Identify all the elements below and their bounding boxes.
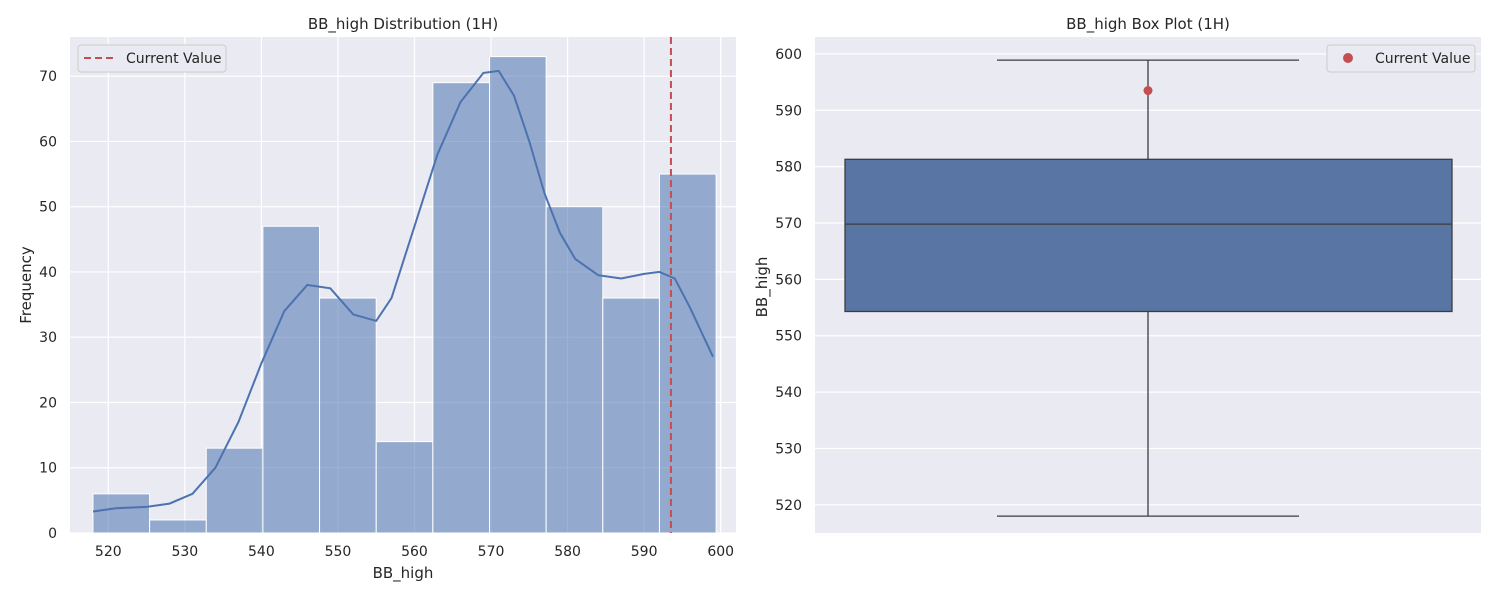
y-tick-label: 70 — [39, 69, 57, 85]
histogram-legend-label: Current Value — [126, 51, 221, 67]
kde-curve — [92, 69, 714, 513]
histogram-bar — [432, 82, 491, 534]
histogram-bar — [262, 225, 321, 534]
histogram-bar — [319, 297, 377, 534]
histogram-bar — [545, 206, 604, 534]
histogram-bar — [375, 441, 434, 534]
boxplot-elements — [844, 59, 1453, 517]
histogram-bar — [602, 297, 660, 534]
y-tick-label: 530 — [775, 441, 802, 457]
x-tick-label: 600 — [707, 544, 734, 560]
histogram-bar — [92, 493, 151, 534]
current-value-point — [1143, 86, 1153, 96]
y-tick-label: 60 — [39, 134, 57, 150]
histogram-x-label: BB_high — [373, 564, 434, 583]
x-tick-label: 590 — [631, 544, 658, 560]
legend-dot-icon — [1343, 53, 1353, 63]
x-tick-label: 580 — [554, 544, 581, 560]
y-tick-label: 560 — [775, 272, 802, 288]
y-tick-label: 0 — [48, 526, 57, 542]
y-tick-label: 600 — [775, 47, 802, 63]
histogram-legend-box — [77, 44, 227, 73]
boxplot-legend-label: Current Value — [1375, 51, 1470, 67]
x-tick-label: 560 — [401, 544, 428, 560]
y-tick-label: 50 — [39, 200, 57, 216]
histogram-title: BB_high Distribution (1H) — [308, 15, 498, 34]
y-tick-label: 10 — [39, 461, 57, 477]
histogram-bars — [92, 56, 717, 534]
histogram-bar — [489, 56, 547, 534]
x-tick-label: 550 — [325, 544, 352, 560]
histogram-legend: Current Value — [77, 44, 227, 73]
x-tick-label: 570 — [478, 544, 505, 560]
y-tick-label: 520 — [775, 498, 802, 514]
boxplot-panel: 520 530 540 550 560 570 580 590 600 BB_high Box … — [753, 15, 1481, 533]
x-tick-label: 520 — [95, 544, 122, 560]
histogram-tick-labels: 520 530 540 550 560 570 580 590 600 0 10 20 30 40 50 60… — [39, 69, 734, 560]
histogram-bar — [658, 173, 717, 534]
histogram-bar — [149, 519, 207, 534]
boxplot-title: BB_high Box Plot (1H) — [1066, 15, 1230, 34]
boxplot-y-label: BB_high — [753, 257, 772, 318]
x-tick-label: 530 — [171, 544, 198, 560]
x-tick-label: 540 — [248, 544, 275, 560]
y-tick-label: 30 — [39, 330, 57, 346]
box-iqr — [844, 158, 1453, 313]
boxplot-legend-box — [1326, 44, 1476, 73]
y-tick-label: 40 — [39, 265, 57, 281]
histogram-y-label: Frequency — [17, 246, 35, 324]
y-tick-label: 550 — [775, 329, 802, 345]
boxplot-legend: Current Value — [1326, 44, 1476, 73]
histogram-bar — [205, 447, 264, 534]
y-tick-label: 540 — [775, 385, 802, 401]
y-tick-label: 580 — [775, 160, 802, 176]
y-tick-label: 570 — [775, 216, 802, 232]
y-tick-label: 590 — [775, 103, 802, 119]
boxplot-tick-labels: 520 530 540 550 560 570 580 590 600 — [775, 47, 802, 514]
histogram-panel: 520 530 540 550 560 570 580 590 600 0 10 20 30 40 50 60… — [17, 15, 736, 583]
y-tick-label: 20 — [39, 395, 57, 411]
